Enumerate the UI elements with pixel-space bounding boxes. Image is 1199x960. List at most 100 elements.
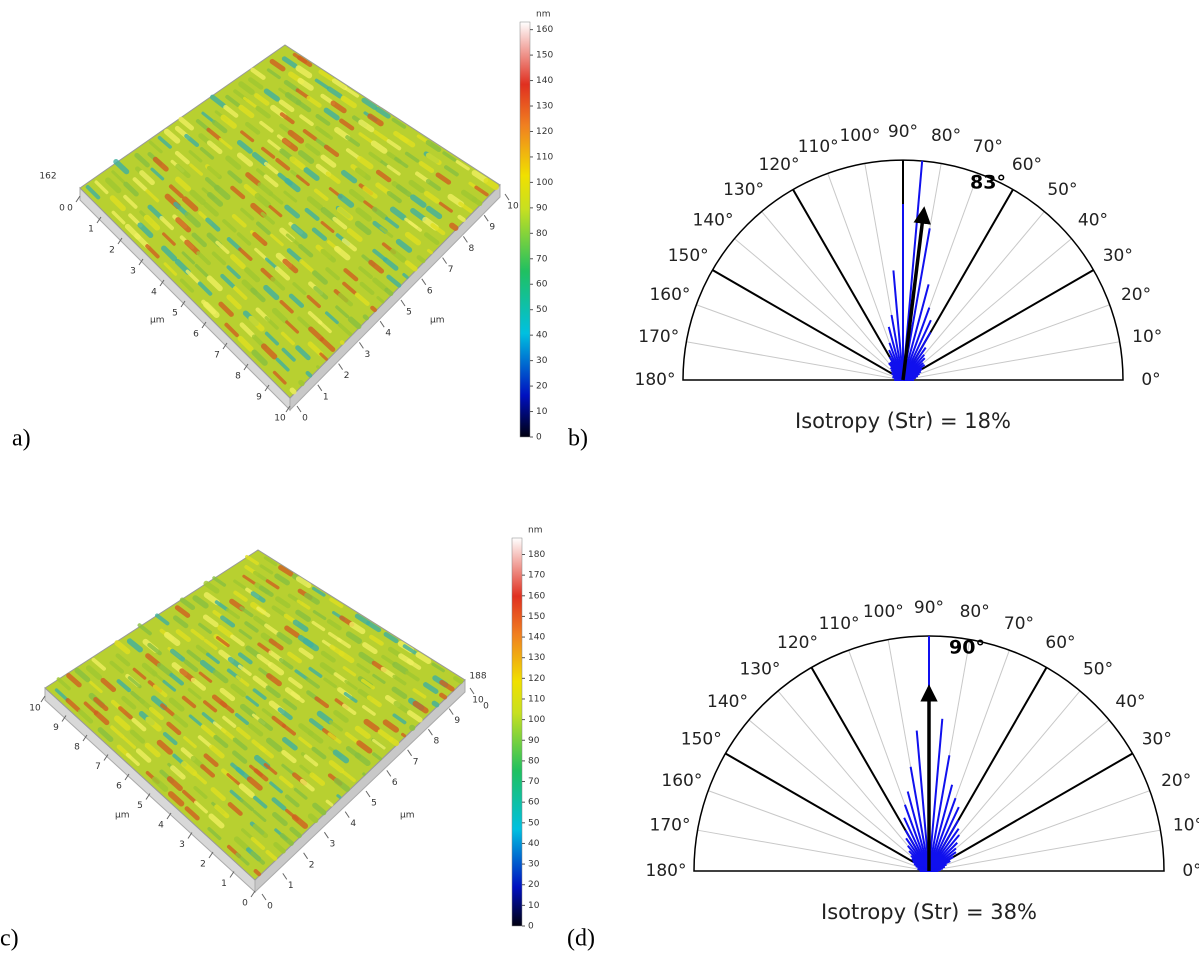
colorbar-tick-label: 150 <box>536 51 553 61</box>
panel-label: a) <box>12 426 31 452</box>
x-tick-label: 2 <box>200 860 206 870</box>
x-tick <box>188 833 192 839</box>
y-tick-label: 6 <box>427 286 433 296</box>
colorbar-tick-label: 140 <box>536 76 553 86</box>
x-tick-label: 0 <box>67 204 73 214</box>
y-tick <box>408 750 412 756</box>
theta-tick-label: 70° <box>973 137 1003 157</box>
y-tick-label: 4 <box>385 329 391 339</box>
y-tick-label: 5 <box>406 308 412 318</box>
direction-label: 83° <box>970 172 1006 194</box>
y-tick <box>428 729 432 735</box>
colorbar-tick-label: 130 <box>528 653 545 663</box>
theta-tick-label: 100° <box>839 126 880 146</box>
x-tick <box>230 872 234 878</box>
x-tick-label: 10 <box>274 414 286 424</box>
x-tick-label: 2 <box>109 246 115 256</box>
colorbar-tick-label: 50 <box>536 305 548 315</box>
colorbar-tick-label: 10 <box>536 407 548 417</box>
colorbar-tick-label: 50 <box>528 818 540 828</box>
colorbar-tick-label: 10 <box>528 901 540 911</box>
direction-label: 90° <box>949 637 985 659</box>
theta-tick-label: 130° <box>739 660 780 680</box>
theta-tick-label: 150° <box>668 246 709 266</box>
x-tick-label: 10 <box>29 704 41 714</box>
panel-label: b) <box>568 426 588 452</box>
surface-ridge <box>301 382 302 383</box>
theta-tick-label: 90° <box>888 122 918 142</box>
y-tick-label: 2 <box>344 371 350 381</box>
theta-tick-label: 90° <box>914 598 944 618</box>
theta-tick-label: 30° <box>1103 246 1133 266</box>
y-tick-label: 9 <box>489 223 495 233</box>
theta-tick-label: 20° <box>1121 285 1151 305</box>
x-tick-label: 7 <box>214 351 220 361</box>
theta-tick-label: 150° <box>681 730 722 750</box>
theta-tick-label: 50° <box>1047 180 1077 200</box>
x-tick-label: 3 <box>130 267 136 277</box>
y-tick-label: 4 <box>350 819 356 829</box>
surface-ridge <box>404 275 407 278</box>
y-tick-label: 5 <box>371 799 377 809</box>
surface-ridge <box>372 308 374 310</box>
colorbar-tick-label: 80 <box>536 229 548 239</box>
y-axis-label: µm <box>400 811 415 821</box>
surface-ridge <box>392 740 397 744</box>
x-tick-label: 3 <box>179 840 185 850</box>
x-tick-label: 7 <box>95 762 101 772</box>
surface-ridge <box>365 317 367 319</box>
surface-ridge <box>387 290 391 294</box>
y-tick <box>484 215 488 221</box>
surface-ridge <box>308 373 311 376</box>
theta-tick-label: 30° <box>1142 730 1172 750</box>
colorbar-tick-label: 30 <box>536 356 548 366</box>
theta-tick-label: 170° <box>638 327 679 347</box>
colorbar-tick-label: 150 <box>528 612 545 622</box>
y-tick-label: 10 <box>507 202 519 212</box>
x-tick-label: 9 <box>53 723 59 733</box>
y-tick <box>463 236 467 242</box>
colorbar-tick-label: 100 <box>536 178 553 188</box>
surface-ridge <box>338 796 340 798</box>
theta-tick-label: 10° <box>1132 327 1162 347</box>
theta-tick-label: 70° <box>1004 614 1034 634</box>
y-tick <box>359 342 363 348</box>
y-tick <box>304 853 308 859</box>
y-tick <box>380 321 384 327</box>
theta-tick-label: 60° <box>1045 633 1075 653</box>
surface-ridge <box>342 342 343 343</box>
y-tick-label: 8 <box>434 737 440 747</box>
theta-tick-label: 180° <box>635 370 676 390</box>
y-tick <box>422 279 426 285</box>
y-tick <box>401 300 405 306</box>
y-tick-label: 8 <box>469 244 475 254</box>
y-tick-label: 9 <box>454 716 460 726</box>
theta-tick-label: 0° <box>1182 861 1199 881</box>
theta-tick-label: 120° <box>777 633 818 653</box>
y-tick <box>505 194 509 200</box>
x-tick-label: 8 <box>74 743 80 753</box>
colorbar-tick-label: 120 <box>528 674 545 684</box>
theta-tick-label: 110° <box>819 614 860 634</box>
colorbar-tick-label: 0 <box>528 922 534 932</box>
theta-tick-label: 40° <box>1115 692 1145 712</box>
panel-label: (d) <box>567 926 595 952</box>
colorbar-tick-label: 70 <box>536 254 548 264</box>
colorbar-label: nm <box>536 10 550 20</box>
theta-tick-label: 140° <box>693 211 734 231</box>
y-tick-label: 2 <box>309 860 315 870</box>
x-tick-label: 6 <box>116 782 122 792</box>
y-tick-label: 3 <box>365 350 371 360</box>
x-tick-label: 9 <box>256 393 262 403</box>
x-tick <box>41 696 45 702</box>
y-axis-label: µm <box>430 316 445 326</box>
surface-ridge <box>452 225 456 228</box>
colorbar-tick-label: 20 <box>536 382 548 392</box>
surface-ridge <box>460 217 464 220</box>
y-tick <box>443 258 447 264</box>
x-axis-label: µm <box>150 316 165 326</box>
surface-ridge <box>441 695 444 697</box>
y-tick-label: 1 <box>323 392 329 402</box>
colorbar-tick-label: 100 <box>528 715 545 725</box>
